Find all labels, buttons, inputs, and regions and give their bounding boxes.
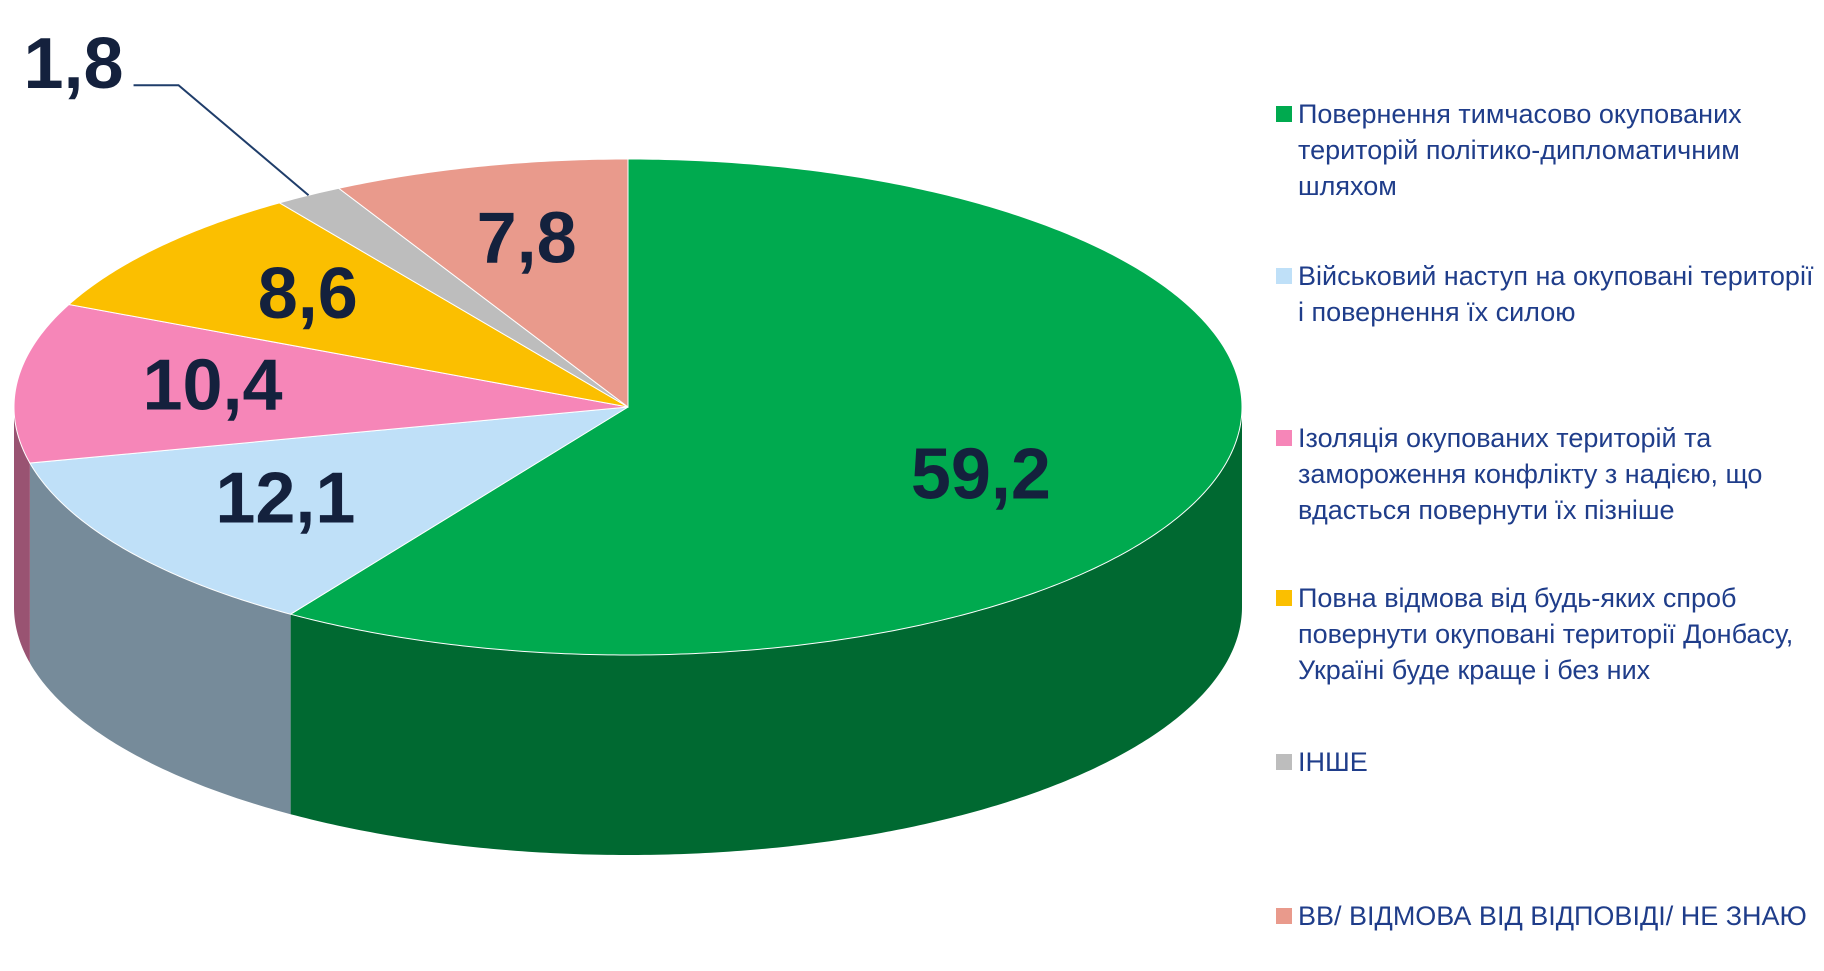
legend-swatch: [1276, 590, 1292, 606]
legend-item: ІНШЕ: [1276, 744, 1824, 780]
legend-swatch: [1276, 106, 1292, 122]
slice: [278, 187, 629, 408]
slice: [13, 303, 629, 464]
data-label: 10,4: [142, 345, 282, 425]
legend-item: Військовий наступ на окуповані території…: [1276, 258, 1824, 330]
legend-item: Ізоляція окупованих територій та заморож…: [1276, 420, 1824, 528]
slice-side: [290, 407, 1242, 855]
legend-item: ВВ/ ВІДМОВА ВІД ВІДПОВІДІ/ НЕ ЗНАЮ: [1276, 898, 1824, 934]
legend-item: Повернення тимчасово окупованих територі…: [1276, 96, 1824, 204]
data-label: 8,6: [258, 254, 358, 334]
legend-label: ВВ/ ВІДМОВА ВІД ВІДПОВІДІ/ НЕ ЗНАЮ: [1298, 901, 1807, 931]
legend-swatch: [1276, 268, 1292, 284]
legend-swatch: [1276, 908, 1292, 924]
data-label: 59,2: [911, 435, 1051, 515]
slice: [29, 406, 629, 615]
legend-label: Повна відмова від будь-яких спроб поверн…: [1298, 583, 1794, 685]
slice-side: [14, 407, 30, 664]
legend-label: Повернення тимчасово окупованих територі…: [1298, 99, 1742, 201]
leader-line: [133, 84, 310, 196]
legend-item: Повна відмова від будь-яких спроб поверн…: [1276, 580, 1824, 688]
data-label: 7,8: [477, 198, 577, 278]
legend-label: Ізоляція окупованих територій та заморож…: [1298, 423, 1763, 525]
legend-label: Військовий наступ на окуповані території…: [1298, 261, 1814, 327]
data-label: 1,8: [23, 24, 123, 104]
legend-swatch: [1276, 430, 1292, 446]
legend-label: ІНШЕ: [1298, 747, 1368, 777]
slice-side: [29, 463, 291, 815]
slice: [337, 158, 629, 409]
slice: [67, 202, 629, 408]
pie-plot: 59,2 12,1 10,4 8,6 1,8 7,8: [13, 24, 1243, 855]
legend-swatch: [1276, 754, 1292, 770]
slice: [289, 158, 1243, 656]
data-label: 12,1: [215, 458, 355, 538]
